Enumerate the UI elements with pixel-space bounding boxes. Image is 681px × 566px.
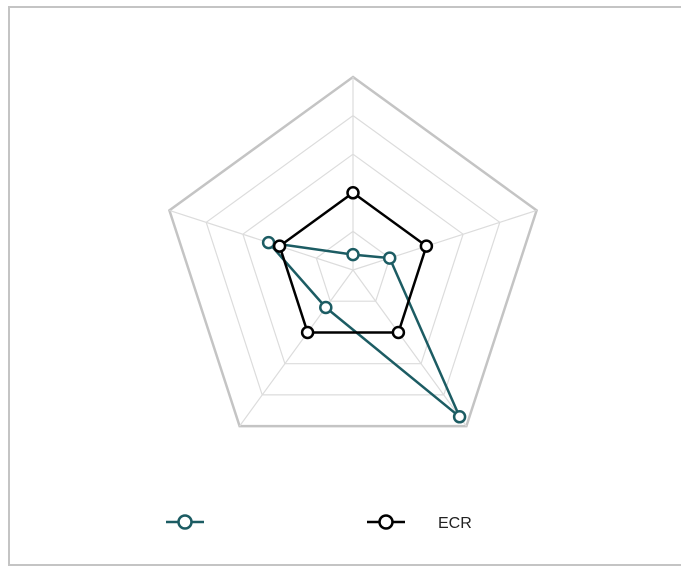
legend-marker-series-2 — [378, 514, 394, 530]
series-1-point-3 — [452, 410, 467, 424]
grid-ring-1 — [315, 230, 391, 302]
series-1-point-1 — [346, 247, 360, 262]
series-2-point-1 — [346, 186, 360, 200]
series-2-point-5 — [272, 239, 287, 253]
grid-ring-4 — [205, 114, 501, 396]
series-2-point-4 — [300, 325, 315, 340]
series-2-point-2 — [419, 239, 434, 253]
legend-marker-series-1 — [177, 514, 193, 530]
radar-series — [261, 186, 467, 424]
legend-item-series-1 — [166, 514, 204, 530]
grid-ring-5 — [167, 75, 539, 428]
axis-spoke-4 — [239, 269, 354, 427]
legend: ECR — [166, 514, 472, 532]
grid-ring-3 — [242, 153, 464, 365]
series-2 — [272, 186, 434, 340]
legend-label-series-2: ECR — [438, 515, 472, 532]
series-1-point-2 — [382, 251, 397, 265]
series-1-point-5 — [261, 235, 276, 250]
axis-spoke-2 — [352, 209, 537, 271]
series-2-line — [278, 191, 428, 334]
axis-spoke-5 — [169, 209, 354, 271]
legend-item-series-2: ECR — [367, 514, 472, 532]
series-2-point-3 — [391, 325, 406, 340]
axis-spoke-3 — [352, 269, 467, 427]
series-1-line — [267, 241, 461, 419]
series-1-point-4 — [319, 300, 333, 315]
chart-frame — [8, 6, 681, 566]
